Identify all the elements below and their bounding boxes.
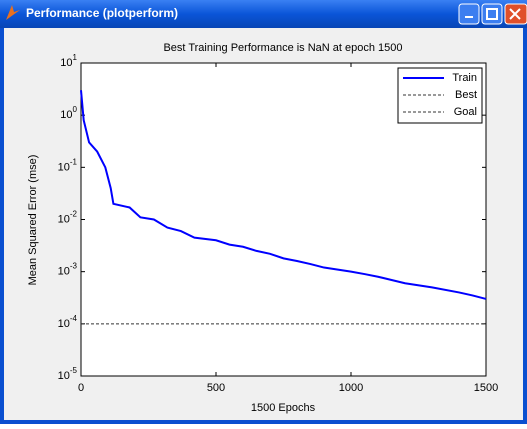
x-tick-label: 0 (78, 382, 84, 394)
line-series (80, 90, 487, 300)
app-icon (6, 5, 20, 20)
window-title: Performance (plotperform) (26, 6, 178, 20)
x-tick-label: 1000 (339, 382, 363, 394)
y-tick-label: 10-1 (58, 157, 78, 173)
title-bar (0, 0, 527, 28)
minimize-button[interactable] (458, 3, 480, 25)
x-tick-label: 500 (207, 382, 225, 394)
y-tick-label: 10-4 (58, 314, 78, 330)
x-axis-label: 1500 Epochs (251, 402, 316, 414)
y-tick-label: 100 (60, 105, 77, 121)
y-tick-label: 10-5 (58, 366, 78, 382)
legend-label: Goal (454, 106, 477, 118)
maximize-button[interactable] (481, 3, 503, 25)
legend-label: Train (452, 72, 477, 84)
minimize-icon (465, 16, 473, 18)
y-tick-label: 10-2 (58, 210, 78, 226)
y-tick-label: 101 (60, 53, 77, 69)
y-tick-label: 10-3 (58, 262, 78, 278)
x-tick-label: 1500 (474, 382, 498, 394)
close-icon (509, 8, 521, 20)
y-axis-label: Mean Squared Error (mse) (27, 155, 39, 286)
maximize-icon (486, 8, 498, 20)
legend-label: Best (455, 89, 477, 101)
chart-title: Best Training Performance is NaN at epoc… (163, 42, 402, 54)
